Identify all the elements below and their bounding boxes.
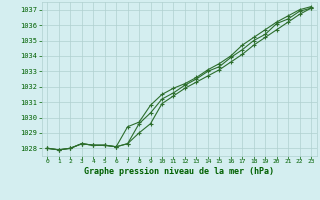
X-axis label: Graphe pression niveau de la mer (hPa): Graphe pression niveau de la mer (hPa) [84,167,274,176]
